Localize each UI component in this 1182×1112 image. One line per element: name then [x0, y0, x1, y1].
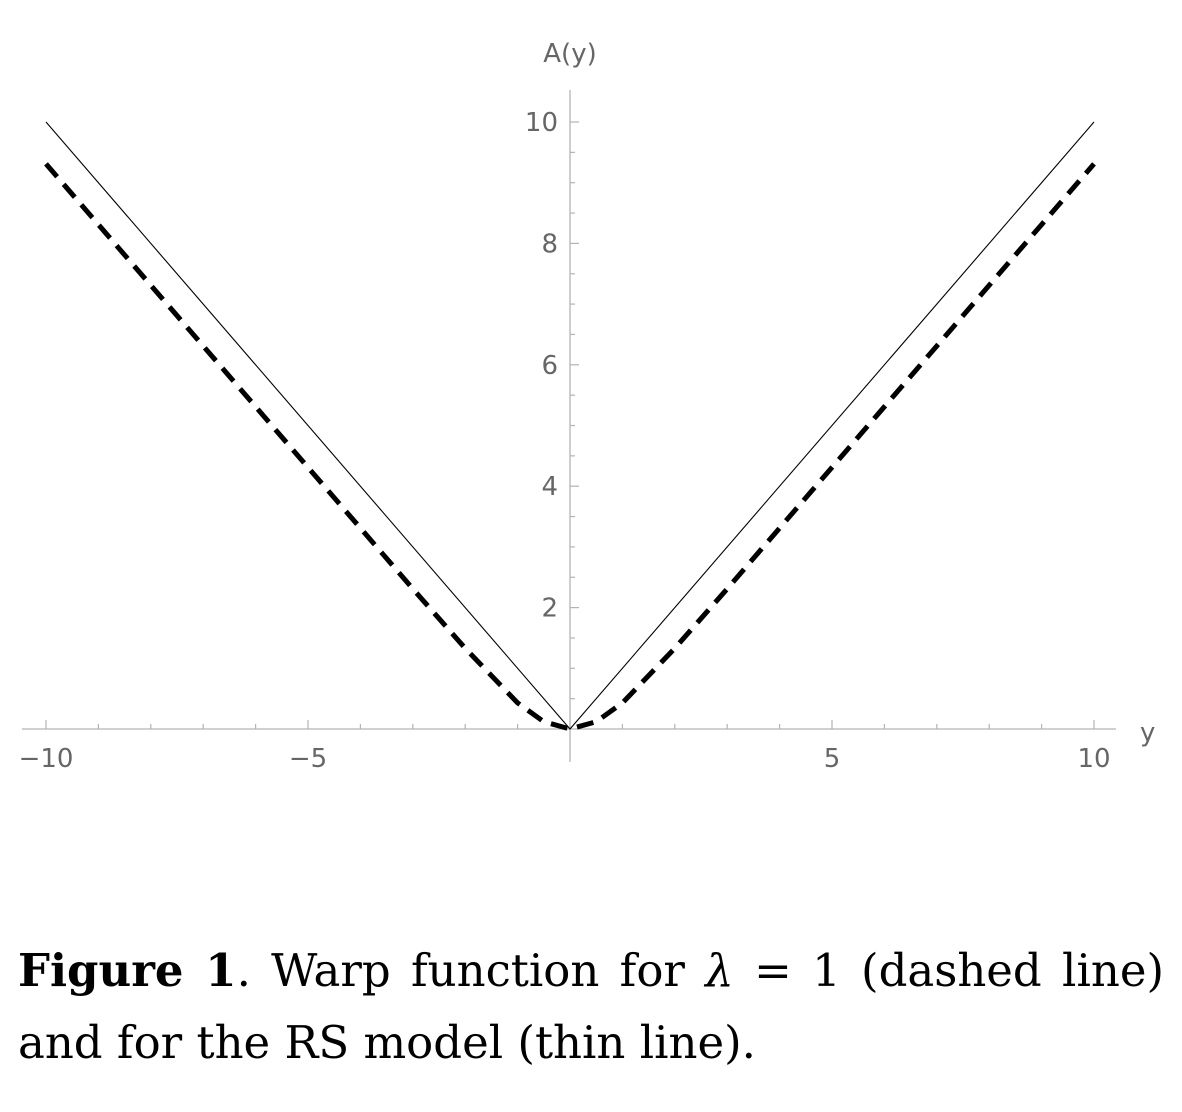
- y-axis-label: A(y): [543, 39, 596, 69]
- x-axis-label: y: [1140, 718, 1155, 748]
- dashed-series-line: [44, 162, 1096, 732]
- x-tick-label: −10: [19, 744, 74, 774]
- y-tick-label: 10: [525, 108, 558, 138]
- caption-text-after: = 1 (dashed line) and for the RS model (…: [18, 944, 1165, 1069]
- caption-text-before: . Warp function for: [236, 944, 706, 997]
- x-tick-label: 5: [824, 744, 841, 774]
- labels-group: −10 −5 5 10 2 4 6 8 10 y A(y): [19, 39, 1156, 774]
- axes: [22, 90, 1116, 762]
- figure-caption: Figure 1. Warp function for λ = 1 (dashe…: [18, 935, 1164, 1079]
- y-tick-label: 8: [541, 229, 558, 259]
- y-tick-label: 2: [541, 594, 558, 624]
- series-group: [44, 121, 1096, 732]
- x-tick-label: 10: [1077, 744, 1110, 774]
- figure-label: Figure 1: [18, 944, 237, 997]
- y-tick-label: 4: [541, 472, 558, 502]
- x-tick-label: −5: [289, 744, 327, 774]
- y-tick-label: 6: [541, 351, 558, 381]
- thin-series-line: [45, 121, 1095, 730]
- warp-function-chart: −10 −5 5 10 2 4 6 8 10 y A(y): [19, 39, 1156, 774]
- lambda-symbol: λ: [705, 944, 734, 997]
